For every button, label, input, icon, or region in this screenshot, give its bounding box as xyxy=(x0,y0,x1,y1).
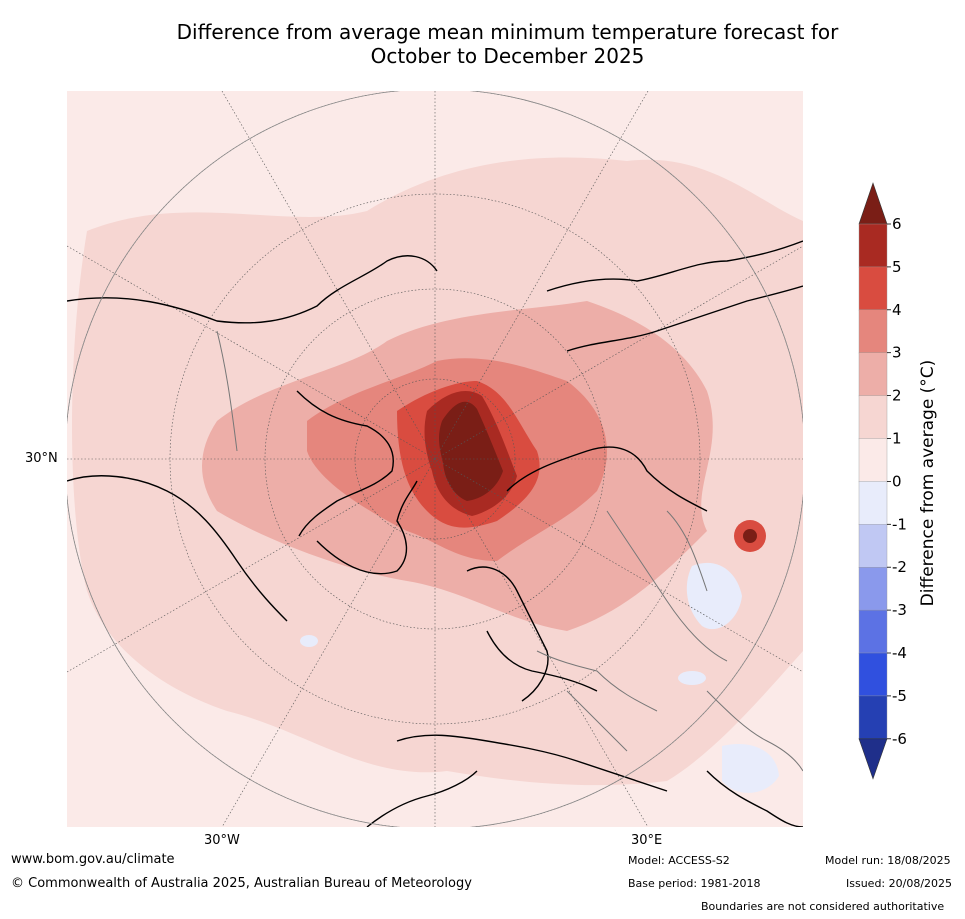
colorbar: 6 5 4 3 2 1 0 -1 -2 -3 -4 -5 -6 xyxy=(858,182,907,780)
colorbar-band xyxy=(858,695,888,740)
lon-label-30e: 30°E xyxy=(631,833,663,848)
colorbar-band xyxy=(858,524,888,568)
cool-patch-africa xyxy=(722,744,779,793)
copyright-text: © Commonwealth of Australia 2025, Austra… xyxy=(11,876,472,891)
colorbar-tick-label: -3 xyxy=(892,601,907,619)
colorbar-tick-label: 3 xyxy=(892,344,902,362)
colorbar-band xyxy=(858,567,888,611)
colorbar-band xyxy=(858,395,888,440)
disclaimer-text: Boundaries are not considered authoritat… xyxy=(701,900,945,913)
colorbar-band xyxy=(858,223,888,268)
colorbar-title: Difference from average (°C) xyxy=(918,359,938,607)
model-run-text: Model run: 18/08/2025 xyxy=(825,854,951,867)
title-line-2: October to December 2025 xyxy=(370,44,645,68)
polar-map xyxy=(67,91,803,827)
model-text: Model: ACCESS-S2 xyxy=(628,854,730,867)
issued-text: Issued: 20/08/2025 xyxy=(846,877,953,890)
cool-patch-mideast xyxy=(678,671,706,685)
colorbar-tick-label: -4 xyxy=(892,644,907,662)
colorbar-bands xyxy=(858,182,888,780)
lat-label-30n: 30°N xyxy=(25,451,58,466)
colorbar-tick-label: -2 xyxy=(892,558,907,576)
colorbar-ticks: 6 5 4 3 2 1 0 -1 -2 -3 -4 -5 -6 xyxy=(887,215,907,748)
colorbar-tick-label: -1 xyxy=(892,515,907,533)
country-borders xyxy=(216,330,803,772)
colorbar-tick-label: 5 xyxy=(892,258,902,276)
colorbar-tick-label: -5 xyxy=(892,687,907,705)
title-line-1: Difference from average mean minimum tem… xyxy=(176,20,839,44)
colorbar-tick-label: 4 xyxy=(892,301,902,319)
colorbar-tick-label: 1 xyxy=(892,430,902,448)
base-period-text: Base period: 1981-2018 xyxy=(628,877,761,890)
colorbar-band xyxy=(858,309,888,354)
colorbar-band xyxy=(858,352,888,397)
colorbar-band xyxy=(858,438,888,483)
coastlines xyxy=(67,240,803,827)
map-svg xyxy=(67,91,803,827)
colorbar-band xyxy=(858,266,888,311)
colorbar-band xyxy=(858,652,888,697)
colorbar-tick-label: -6 xyxy=(892,730,907,748)
colorbar-tick-label: 0 xyxy=(892,472,902,490)
colorbar-band xyxy=(858,481,888,525)
website-link[interactable]: www.bom.gov.au/climate xyxy=(11,852,175,867)
colorbar-tick-label: 6 xyxy=(892,215,902,233)
map-title: Difference from average mean minimum tem… xyxy=(0,20,965,68)
cool-patch-atlantic xyxy=(300,635,318,647)
colorbar-tick-label: 2 xyxy=(892,387,902,405)
anomaly-spot-east-core xyxy=(743,529,757,543)
colorbar-arrow-bottom xyxy=(858,738,888,780)
lon-label-30w: 30°W xyxy=(204,833,240,848)
colorbar-arrow-top xyxy=(858,182,888,225)
anomaly-zone-above-6 xyxy=(439,401,503,501)
colorbar-band xyxy=(858,609,888,654)
graticule xyxy=(67,91,803,827)
